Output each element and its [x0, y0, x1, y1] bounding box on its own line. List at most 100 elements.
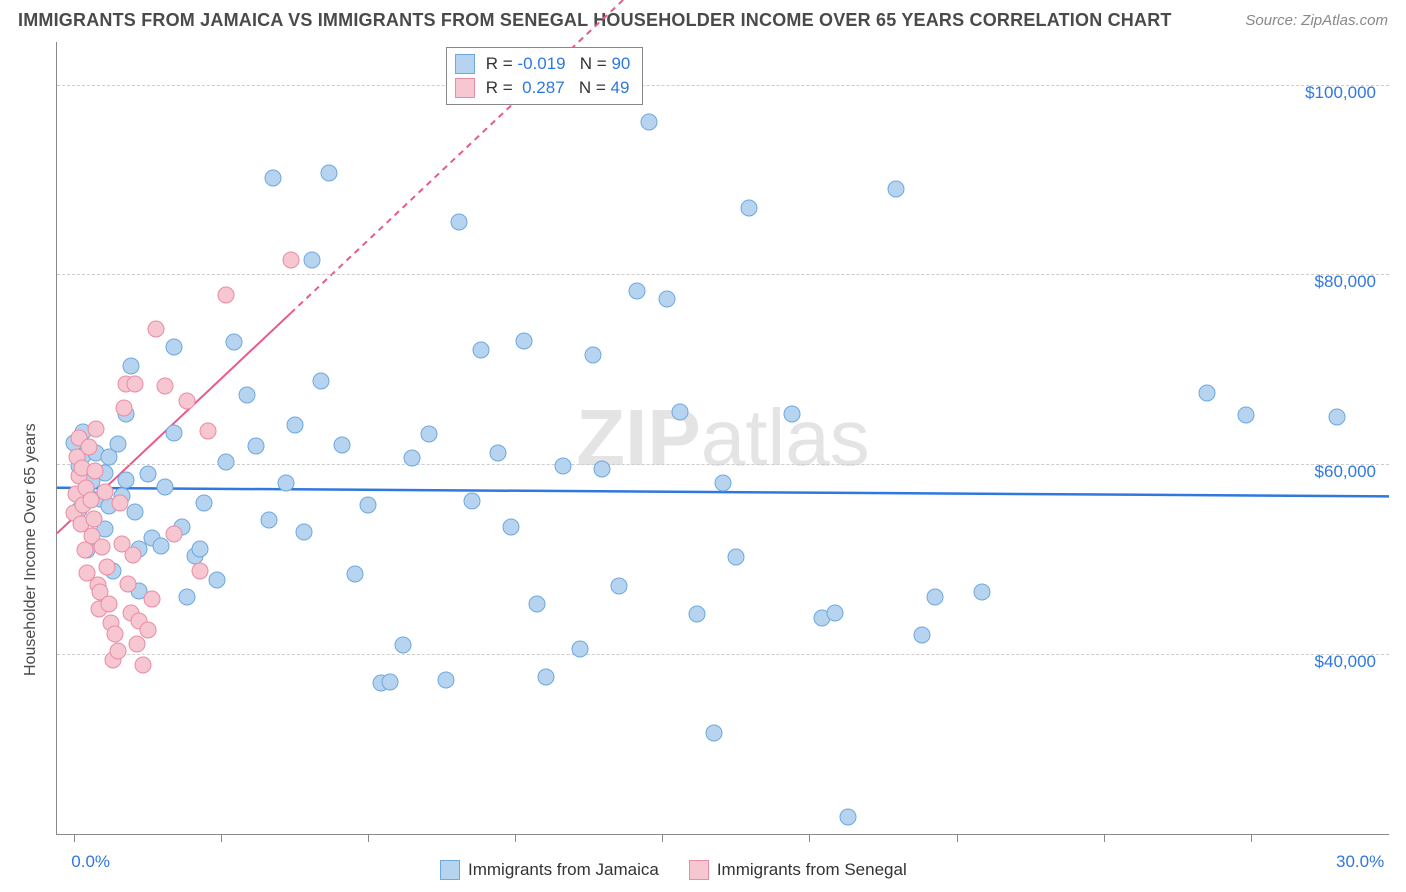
data-point-jamaica — [641, 113, 658, 130]
data-point-jamaica — [554, 457, 571, 474]
data-point-jamaica — [247, 438, 264, 455]
data-point-senegal — [116, 400, 133, 417]
data-point-jamaica — [196, 494, 213, 511]
data-point-jamaica — [706, 725, 723, 742]
data-point-jamaica — [490, 444, 507, 461]
data-point-senegal — [157, 378, 174, 395]
series-swatch-jamaica — [455, 54, 475, 74]
data-point-jamaica — [295, 524, 312, 541]
data-point-senegal — [178, 393, 195, 410]
data-point-senegal — [129, 636, 146, 653]
data-point-jamaica — [191, 541, 208, 558]
data-point-senegal — [126, 376, 143, 393]
data-point-jamaica — [347, 566, 364, 583]
x-tick — [1104, 834, 1105, 842]
legend-item-senegal: Immigrants from Senegal — [689, 860, 907, 880]
y-tick-label: $100,000 — [1305, 83, 1376, 103]
series-swatch-senegal — [455, 78, 475, 98]
data-point-jamaica — [472, 342, 489, 359]
data-point-jamaica — [611, 578, 628, 595]
x-tick — [809, 834, 810, 842]
data-point-senegal — [191, 563, 208, 580]
data-point-jamaica — [974, 584, 991, 601]
data-point-jamaica — [304, 252, 321, 269]
data-point-jamaica — [715, 475, 732, 492]
data-point-jamaica — [727, 549, 744, 566]
data-point-jamaica — [464, 493, 481, 510]
data-point-senegal — [109, 642, 126, 659]
data-point-senegal — [124, 547, 141, 564]
x-tick — [957, 834, 958, 842]
data-point-jamaica — [165, 424, 182, 441]
data-point-jamaica — [239, 386, 256, 403]
data-point-senegal — [100, 596, 117, 613]
data-point-jamaica — [840, 808, 857, 825]
data-point-jamaica — [420, 425, 437, 442]
data-point-jamaica — [265, 169, 282, 186]
data-point-senegal — [148, 321, 165, 338]
data-point-senegal — [200, 422, 217, 439]
gridline — [57, 274, 1389, 275]
legend-label-senegal: Immigrants from Senegal — [717, 860, 907, 880]
data-point-senegal — [85, 511, 102, 528]
x-tick — [1251, 834, 1252, 842]
data-point-jamaica — [321, 164, 338, 181]
stats-row-jamaica: R = -0.019 N = 90 — [455, 52, 630, 76]
series-legend: Immigrants from Jamaica Immigrants from S… — [440, 860, 907, 880]
data-point-jamaica — [784, 405, 801, 422]
data-point-jamaica — [572, 641, 589, 658]
data-point-senegal — [120, 575, 137, 592]
data-point-jamaica — [926, 588, 943, 605]
data-point-jamaica — [438, 672, 455, 689]
data-point-jamaica — [360, 496, 377, 513]
gridline — [57, 85, 1389, 86]
data-point-senegal — [107, 625, 124, 642]
data-point-senegal — [94, 538, 111, 555]
data-point-jamaica — [122, 358, 139, 375]
chart-title: IMMIGRANTS FROM JAMAICA VS IMMIGRANTS FR… — [18, 10, 1172, 31]
y-tick-label: $60,000 — [1315, 462, 1376, 482]
data-point-jamaica — [178, 588, 195, 605]
x-tick — [662, 834, 663, 842]
gridline — [57, 464, 1389, 465]
data-point-jamaica — [658, 291, 675, 308]
data-point-jamaica — [226, 333, 243, 350]
data-point-jamaica — [217, 454, 234, 471]
y-axis-label: Householder Income Over 65 years — [22, 423, 40, 676]
x-axis-min-label: 0.0% — [71, 852, 110, 872]
legend-item-jamaica: Immigrants from Jamaica — [440, 860, 659, 880]
data-point-jamaica — [529, 596, 546, 613]
data-point-jamaica — [157, 478, 174, 495]
data-point-jamaica — [403, 450, 420, 467]
data-point-jamaica — [593, 460, 610, 477]
x-tick — [515, 834, 516, 842]
data-point-jamaica — [887, 181, 904, 198]
data-point-jamaica — [260, 512, 277, 529]
data-point-senegal — [165, 526, 182, 543]
data-point-jamaica — [118, 472, 135, 489]
data-point-jamaica — [537, 669, 554, 686]
data-point-senegal — [217, 287, 234, 304]
source-attribution: Source: ZipAtlas.com — [1245, 12, 1388, 29]
x-tick — [221, 834, 222, 842]
data-point-jamaica — [109, 436, 126, 453]
legend-swatch-jamaica — [440, 860, 460, 880]
data-point-jamaica — [827, 604, 844, 621]
stats-row-senegal: R = 0.287 N = 49 — [455, 76, 630, 100]
data-point-senegal — [87, 462, 104, 479]
y-tick-label: $80,000 — [1315, 272, 1376, 292]
data-point-senegal — [111, 494, 128, 511]
data-point-jamaica — [516, 332, 533, 349]
data-point-senegal — [282, 252, 299, 269]
data-point-senegal — [139, 622, 156, 639]
x-axis-max-label: 30.0% — [1336, 852, 1384, 872]
data-point-jamaica — [689, 605, 706, 622]
x-tick — [368, 834, 369, 842]
data-point-jamaica — [503, 518, 520, 535]
data-point-senegal — [81, 439, 98, 456]
data-point-jamaica — [126, 504, 143, 521]
data-point-jamaica — [139, 465, 156, 482]
data-point-jamaica — [585, 347, 602, 364]
data-point-jamaica — [382, 674, 399, 691]
data-point-jamaica — [209, 571, 226, 588]
